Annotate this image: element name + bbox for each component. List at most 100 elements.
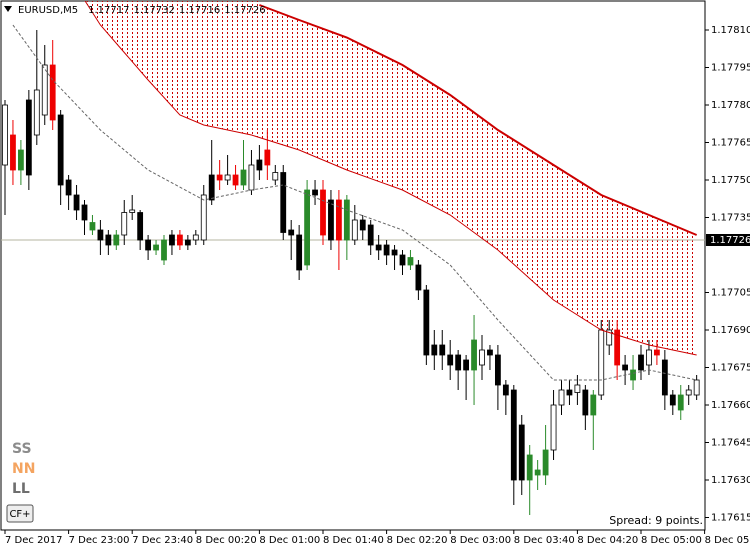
candle-body bbox=[105, 234, 112, 246]
candle-body bbox=[65, 179, 72, 196]
candle-body bbox=[550, 404, 557, 451]
axes: 1.17810 1.17795 1.17780 1.17765 1.17750 1.177… bbox=[4, 25, 750, 546]
y-tick-label: 1.17735 bbox=[711, 213, 750, 224]
candle-body bbox=[33, 89, 40, 136]
candle-body bbox=[351, 219, 358, 241]
candle-body bbox=[10, 134, 16, 171]
button-frame[interactable] bbox=[6, 504, 34, 523]
x-tick-label: 7 Dec 23:00 bbox=[69, 535, 130, 546]
candle-body bbox=[669, 394, 676, 406]
candle-body bbox=[399, 254, 406, 266]
candle-body bbox=[415, 264, 422, 291]
x-tick-label: 8 Dec 03:00 bbox=[450, 535, 511, 546]
candle-body bbox=[200, 194, 207, 241]
x-tick-label: 8 Dec 01:00 bbox=[259, 535, 320, 546]
candle-body bbox=[113, 234, 120, 246]
band-hatch bbox=[85, 1, 697, 355]
candle-body bbox=[685, 389, 692, 396]
spread-label: Spread: 9 points. bbox=[609, 514, 703, 527]
y-tick-label: 1.17705 bbox=[711, 288, 750, 299]
indicator-line bbox=[84, 1, 697, 356]
candle-body bbox=[216, 174, 223, 181]
candle-body bbox=[598, 329, 605, 396]
cf-button[interactable]: CF+ bbox=[6, 504, 34, 523]
x-tick-label: 8 Dec 05:00 bbox=[641, 535, 702, 546]
candle-body bbox=[606, 329, 613, 346]
y-tick-label: 1.17615 bbox=[711, 513, 750, 524]
x-tick-label: 8 Dec 05:40 bbox=[705, 535, 750, 546]
y-tick-label: 1.17810 bbox=[711, 25, 750, 36]
marker-label: LL bbox=[12, 481, 30, 497]
candle-body bbox=[455, 354, 462, 371]
y-tick-label: 1.17795 bbox=[711, 63, 750, 74]
candle-body bbox=[693, 379, 700, 396]
candle-body bbox=[121, 212, 128, 236]
candle-body bbox=[129, 209, 136, 213]
candle-body bbox=[383, 244, 390, 256]
candle-body bbox=[423, 289, 430, 356]
current-price-label: 1.17726 bbox=[710, 235, 750, 246]
candle-body bbox=[49, 64, 56, 121]
header-value: 1.17726 bbox=[224, 5, 265, 16]
candle-body bbox=[272, 172, 279, 181]
candle-body bbox=[176, 234, 183, 246]
candle-body bbox=[343, 199, 350, 241]
candle-body bbox=[335, 199, 342, 241]
candle-body bbox=[447, 354, 454, 366]
candle-body bbox=[526, 454, 533, 481]
candle-body bbox=[479, 349, 485, 366]
candle-body bbox=[145, 239, 152, 251]
candle-body bbox=[137, 212, 144, 241]
candle-body bbox=[463, 359, 470, 371]
candle-body bbox=[2, 104, 8, 166]
candle-body bbox=[487, 349, 493, 356]
indicator-line bbox=[12, 24, 697, 381]
header: EURUSD,M5 1.17717 1.17732 1.17716 1.17726 bbox=[18, 5, 266, 16]
y-tick-label: 1.17780 bbox=[711, 100, 750, 111]
plot-area bbox=[1, 1, 705, 515]
candle-body bbox=[89, 222, 96, 231]
header-value: 1.17717 bbox=[88, 5, 129, 16]
candle-body bbox=[41, 64, 48, 116]
candle-body bbox=[73, 194, 80, 211]
x-tick-label: 8 Dec 02:20 bbox=[387, 535, 448, 546]
x-tick-label: 8 Dec 03:40 bbox=[514, 535, 575, 546]
y-tick-label: 1.17690 bbox=[711, 325, 750, 336]
candle-body bbox=[296, 234, 303, 271]
candle-body bbox=[264, 149, 271, 166]
candle-body bbox=[375, 244, 382, 251]
candle-body bbox=[574, 384, 581, 393]
candle-body bbox=[510, 389, 517, 481]
candle-body bbox=[677, 394, 684, 411]
candle-body bbox=[582, 389, 589, 416]
candle-body bbox=[654, 349, 660, 356]
candle-body bbox=[184, 239, 191, 246]
candle-body bbox=[224, 174, 231, 181]
header-value: 1.17716 bbox=[179, 5, 220, 16]
button-label[interactable]: CF+ bbox=[9, 509, 30, 520]
y-tick-label: 1.17675 bbox=[711, 363, 750, 374]
candle-body bbox=[646, 349, 652, 366]
x-tick-label: 8 Dec 04:20 bbox=[577, 535, 638, 546]
candle-body bbox=[638, 354, 644, 371]
current-price-box bbox=[706, 234, 750, 246]
candle-body bbox=[25, 99, 32, 176]
candle-body bbox=[208, 174, 215, 201]
dropdown-arrow bbox=[4, 6, 12, 12]
candle-body bbox=[367, 224, 374, 246]
header-value: 1.17732 bbox=[133, 5, 174, 16]
marker-label: NN bbox=[12, 461, 35, 477]
x-tick-label: 7 Dec 2017 bbox=[5, 535, 63, 546]
candle-body bbox=[232, 174, 239, 186]
candle-body bbox=[97, 229, 104, 241]
candle-body bbox=[304, 189, 311, 266]
candle-body bbox=[359, 219, 366, 231]
y-tick-label: 1.17660 bbox=[711, 400, 750, 411]
candle-body bbox=[471, 339, 477, 371]
y-tick-label: 1.17645 bbox=[711, 438, 750, 449]
candle-body bbox=[288, 229, 295, 236]
candle-body bbox=[614, 329, 621, 366]
candle-body bbox=[661, 359, 668, 396]
candle-body bbox=[17, 149, 24, 171]
